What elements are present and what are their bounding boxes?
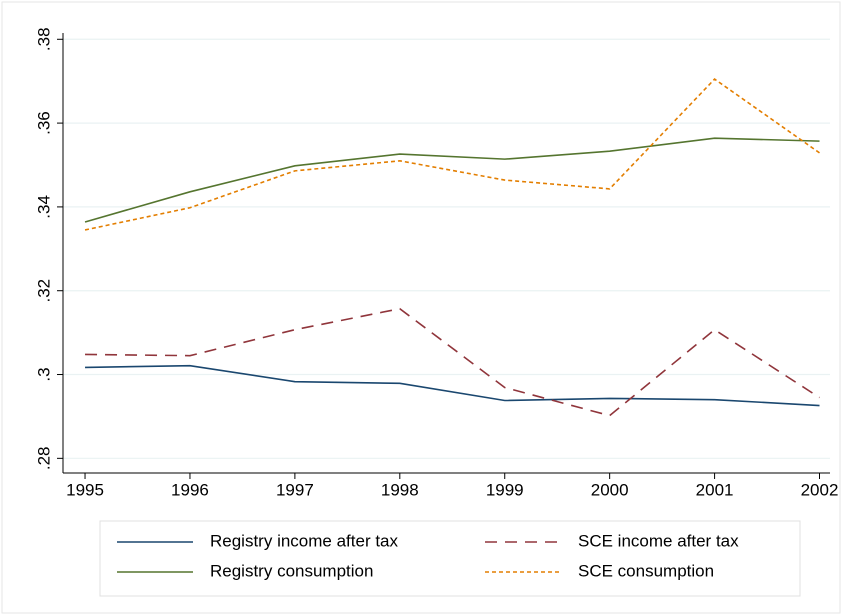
y-tick-label: .38 — [34, 27, 53, 51]
x-tick-label: 2000 — [591, 480, 629, 499]
series-line — [84, 137, 820, 223]
legend-label: Registry consumption — [210, 561, 373, 580]
y-tick-label: .36 — [34, 111, 53, 135]
x-tick-label: 1996 — [171, 480, 209, 499]
y-tick-label: .32 — [34, 279, 53, 303]
series-line — [85, 307, 820, 417]
x-tick-label: 1999 — [486, 480, 524, 499]
y-tick-label: .34 — [34, 195, 53, 219]
y-tick-label: .28 — [34, 447, 53, 471]
series-line — [85, 364, 820, 407]
x-tick-label: 1995 — [66, 480, 104, 499]
y-tick-label: .3 — [34, 367, 53, 381]
x-tick-label: 2002 — [801, 480, 839, 499]
legend-label: Registry income after tax — [210, 531, 399, 550]
x-tick-label: 1997 — [276, 480, 314, 499]
legend-label: SCE consumption — [578, 561, 714, 580]
legend-box — [99, 520, 801, 597]
x-tick-label: 2001 — [696, 480, 734, 499]
x-tick-label: 1998 — [381, 480, 419, 499]
legend-label: SCE income after tax — [578, 531, 739, 550]
